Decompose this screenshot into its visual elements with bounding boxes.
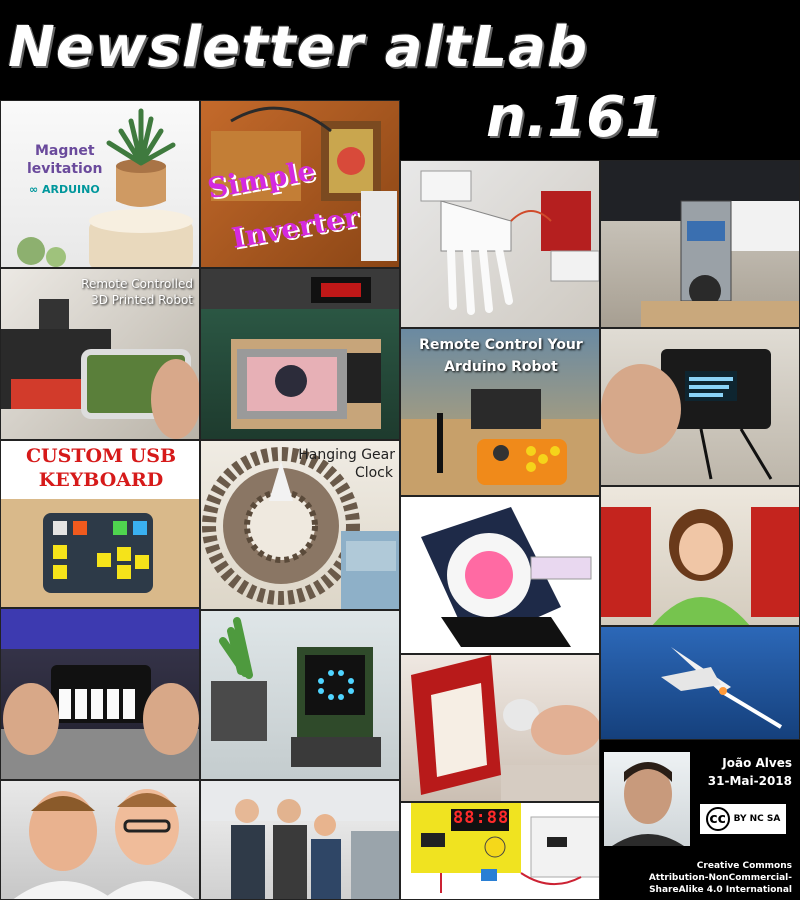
- tile-red-box[interactable]: [400, 654, 600, 802]
- cc-badge-label: BY NC SA: [733, 814, 781, 824]
- tile-balancing-robot[interactable]: [600, 160, 800, 328]
- remote-3d-caption-line1: Remote Controlled: [81, 277, 193, 291]
- timer-breadboard-illustration: [411, 803, 599, 893]
- tile-robotic-hand[interactable]: [400, 160, 600, 328]
- license-line1: Creative Commons: [696, 861, 792, 871]
- infinity-icon: ∞: [29, 183, 42, 196]
- light-sensor-illustration: [421, 507, 592, 647]
- timer-display: 88:88: [453, 808, 510, 828]
- tile-pi-led-matrix[interactable]: [200, 610, 400, 780]
- arduino-brand-text: ARDUINO: [42, 183, 100, 196]
- gear-clock-caption-line1: Hanging Gear: [298, 447, 395, 463]
- license-line2: Attribution-NonCommercial-: [648, 873, 792, 883]
- remote-3d-caption-line2: 3D Printed Robot: [91, 293, 193, 307]
- keyboard-caption-line1: CUSTOM USB: [25, 445, 177, 467]
- newsletter-title: Newsletter altLab: [8, 15, 589, 80]
- tile-remote-3d-robot[interactable]: Remote Controlled 3D Printed Robot: [0, 268, 200, 440]
- remote-3d-robot-illustration: [1, 299, 199, 439]
- issue-number: n.161: [486, 85, 665, 150]
- rc-arduino-robot-illustration: [401, 389, 599, 495]
- robotic-hand-illustration: [420, 170, 599, 315]
- tile-space-plane[interactable]: [600, 626, 800, 740]
- license-line3: ShareAlike 4.0 International: [649, 885, 792, 895]
- arduino-logo: ∞ ARDUINO: [29, 183, 100, 196]
- gear-clock-illustration: [202, 447, 399, 609]
- tile-hanging-gear-clock[interactable]: Hanging Gear Clock: [200, 440, 400, 610]
- author-name: João Alves: [722, 756, 792, 770]
- keyboard-caption-line2: KEYBOARD: [38, 469, 164, 491]
- tile-lab-group[interactable]: [200, 780, 400, 900]
- tile-custom-usb-keyboard[interactable]: CUSTOM USB KEYBOARD: [0, 440, 200, 608]
- cc-icon: cc: [705, 807, 730, 831]
- author-photo: [604, 752, 690, 846]
- inverter-illustration: [211, 106, 397, 261]
- magnet-levitation-illustration: [17, 108, 193, 267]
- tile-magnet-levitation[interactable]: Magnet levitation ∞ ARDUINO: [0, 100, 200, 268]
- author-portrait: [612, 762, 684, 846]
- tile-tft-display[interactable]: [200, 268, 400, 440]
- oled-device-illustration: [601, 349, 773, 480]
- tile-oled-device[interactable]: [600, 328, 800, 486]
- magnet-caption-line1: Magnet: [35, 143, 95, 159]
- license-text: Creative Commons Attribution-NonCommerci…: [604, 860, 792, 896]
- tile-touch-piano[interactable]: [0, 608, 200, 780]
- touch-piano-illustration: [1, 609, 199, 779]
- robotics-researcher-illustration: [601, 507, 799, 625]
- tile-simple-inverter[interactable]: Simple Inverter: [200, 100, 400, 268]
- red-box-illustration: [411, 655, 599, 801]
- tft-display-illustration: [201, 269, 399, 429]
- tile-robotics-researcher[interactable]: [600, 486, 800, 626]
- creative-commons-badge[interactable]: cc BY NC SA: [698, 802, 788, 836]
- tile-rc-arduino-robot[interactable]: Remote Control Your Arduino Robot: [400, 328, 600, 496]
- pi-led-matrix-illustration: [211, 617, 381, 767]
- tile-light-sensor[interactable]: [400, 496, 600, 654]
- lab-group-illustration: [201, 781, 399, 899]
- tile-timer-breadboard[interactable]: 88:88: [400, 802, 600, 900]
- tile-scientists[interactable]: [0, 780, 200, 900]
- gear-clock-caption-line2: Clock: [354, 465, 393, 481]
- publish-date: 31-Mai-2018: [707, 774, 792, 788]
- magnet-caption-line2: levitation: [27, 161, 103, 177]
- balancing-robot-illustration: [601, 161, 799, 327]
- space-plane-illustration: [661, 647, 783, 729]
- rc-robot-caption-line1: Remote Control Your: [419, 337, 583, 353]
- usb-keyboard-illustration: [1, 499, 199, 607]
- scientists-illustration: [13, 789, 195, 899]
- rc-robot-caption-line2: Arduino Robot: [444, 359, 558, 375]
